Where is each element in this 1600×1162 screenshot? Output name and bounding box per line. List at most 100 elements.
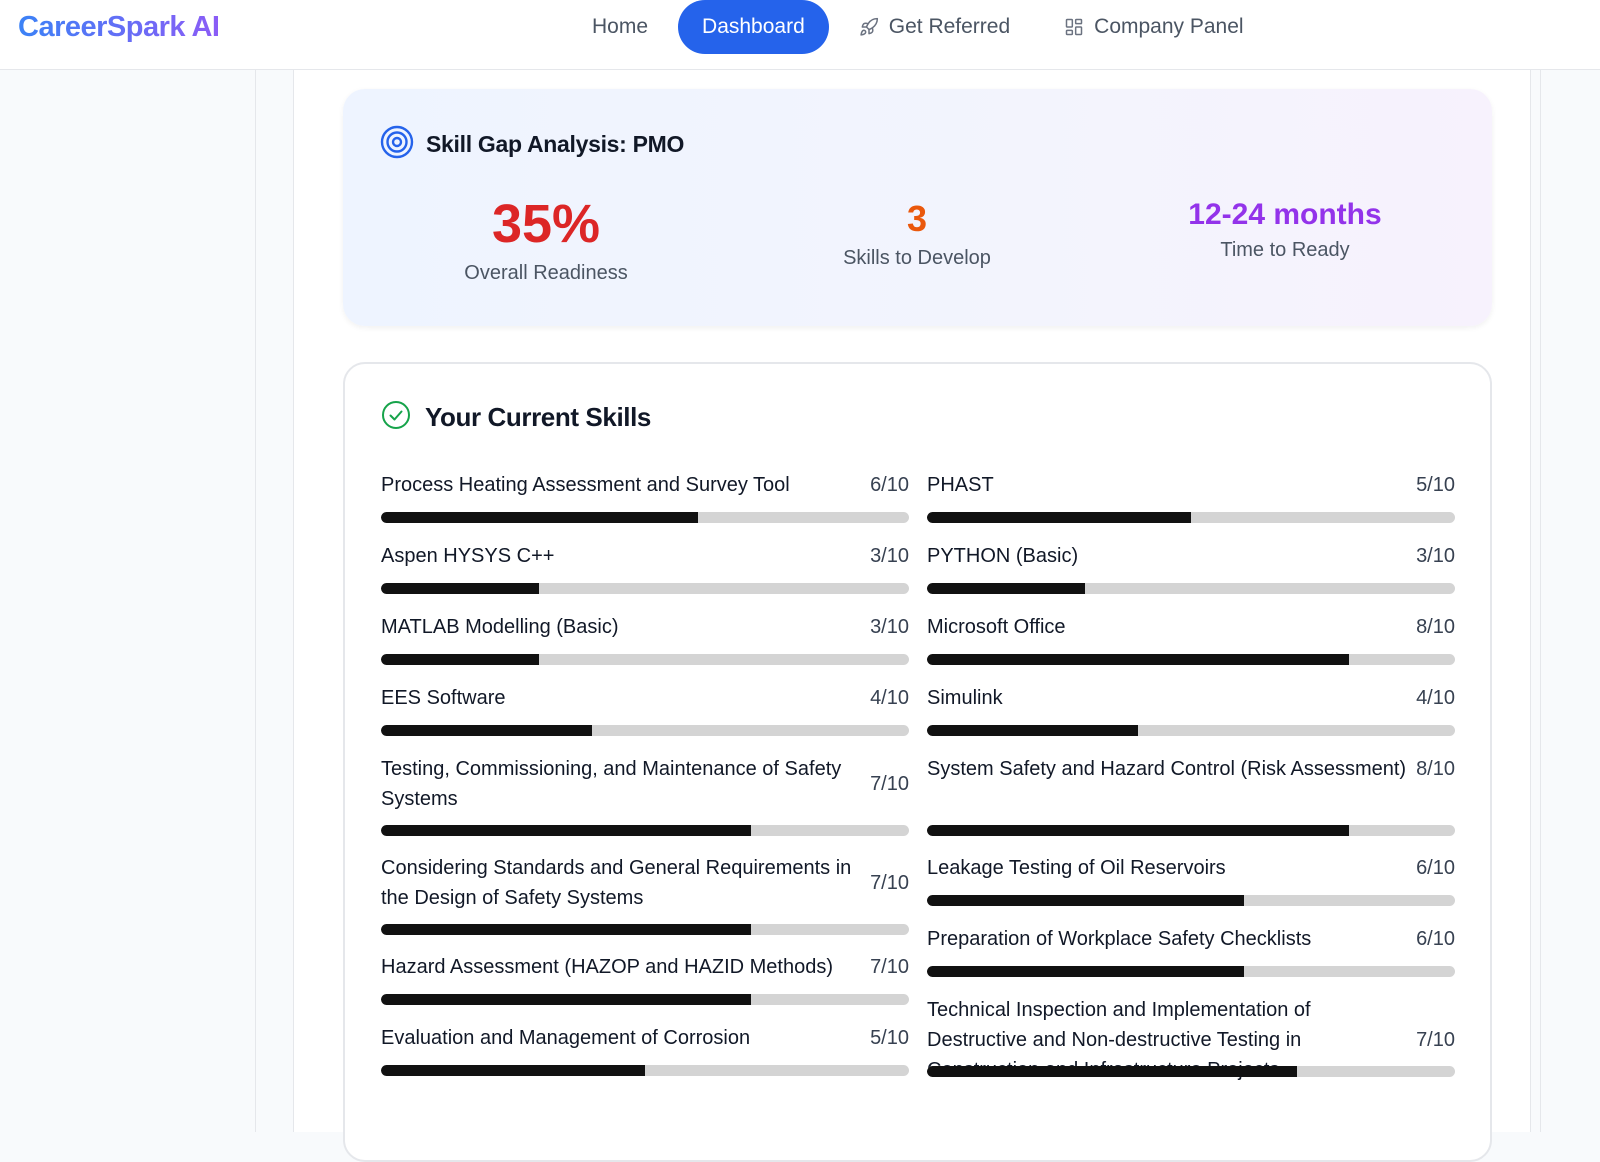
- nav-get-referred-label: Get Referred: [888, 15, 1011, 38]
- time-to-ready-stat: 12-24 months Time to Ready: [1135, 198, 1435, 262]
- skill-progress-fill: [381, 583, 540, 594]
- skills-to-develop-stat: 3 Skills to Develop: [767, 199, 1067, 270]
- skill-progress-fill: [381, 924, 751, 935]
- skill-score: 6/10: [870, 474, 909, 496]
- skill-score: 5/10: [870, 1027, 909, 1049]
- skill-progress-fill: [381, 994, 751, 1005]
- skill-name: Microsoft Office: [927, 616, 1066, 638]
- skill-name: Hazard Assessment (HAZOP and HAZID Metho…: [381, 956, 834, 978]
- time-to-ready-value: 12-24 months: [1188, 198, 1382, 231]
- skill-score: 6/10: [1416, 857, 1455, 879]
- readiness-stat: 35% Overall Readiness: [396, 194, 696, 285]
- skill-progress-fill: [927, 654, 1350, 665]
- current-skills-card: Your Current Skills Process Heating Asse…: [343, 362, 1492, 1162]
- main-nav: Home Dashboard Get Referred: [568, 0, 1274, 54]
- skill-item: MATLAB Modelling (Basic) 3/10: [381, 612, 909, 683]
- skill-progress-fill: [381, 1065, 645, 1076]
- skill-header: MATLAB Modelling (Basic) 3/10: [381, 612, 909, 642]
- skill-item: Testing, Commissioning, and Maintenance …: [381, 754, 909, 853]
- skill-progress-fill: [927, 825, 1350, 836]
- skills-column-right: PHAST 5/10 PYTHON (Basic) 3/10 Microsoft Off…: [927, 470, 1455, 1094]
- skill-name: Process Heating Assessment and Survey To…: [381, 474, 790, 496]
- nav-company-panel-label: Company Panel: [1094, 15, 1244, 38]
- skill-header: PYTHON (Basic) 3/10: [927, 541, 1455, 571]
- skill-name: Leakage Testing of Oil Reservoirs: [927, 857, 1226, 879]
- skill-score: 3/10: [870, 545, 909, 567]
- skill-progress-bar: [381, 994, 909, 1005]
- skill-progress-fill: [381, 725, 593, 736]
- skill-score: 7/10: [870, 872, 909, 894]
- nav-company-panel[interactable]: Company Panel: [1040, 0, 1267, 54]
- skills-title-row: Your Current Skills: [381, 400, 651, 435]
- skill-progress-bar: [927, 654, 1455, 665]
- skill-score: 3/10: [870, 616, 909, 638]
- skill-header: Evaluation and Management of Corrosion 5/…: [381, 1023, 909, 1053]
- nav-dashboard[interactable]: Dashboard: [678, 0, 829, 54]
- skill-name: PHAST: [927, 474, 994, 496]
- nav-dashboard-label: Dashboard: [702, 15, 805, 38]
- skill-item: Considering Standards and General Requir…: [381, 853, 909, 952]
- skill-progress-bar: [381, 825, 909, 836]
- skill-score: 3/10: [1416, 545, 1455, 567]
- skill-progress-bar: [381, 725, 909, 736]
- skill-item: Technical Inspection and Implementation …: [927, 995, 1455, 1094]
- skill-item: Hazard Assessment (HAZOP and HAZID Metho…: [381, 952, 909, 1023]
- skill-progress-fill: [381, 654, 540, 665]
- readiness-label: Overall Readiness: [464, 262, 628, 285]
- skill-header: Aspen HYSYS C++ 3/10: [381, 541, 909, 571]
- skill-progress-bar: [927, 1066, 1455, 1077]
- skill-progress-bar: [927, 583, 1455, 594]
- skill-header: Simulink 4/10: [927, 683, 1455, 713]
- skill-progress-bar: [927, 825, 1455, 836]
- skill-progress-bar: [927, 895, 1455, 906]
- nav-home[interactable]: Home: [568, 0, 672, 54]
- skill-item: Evaluation and Management of Corrosion 5/…: [381, 1023, 909, 1094]
- gap-analysis-title: Skill Gap Analysis: PMO: [426, 131, 685, 157]
- skill-item: Aspen HYSYS C++ 3/10: [381, 541, 909, 612]
- skill-name: System Safety and Hazard Control (Risk A…: [927, 758, 1407, 780]
- nav-home-label: Home: [592, 15, 649, 38]
- skill-score: 4/10: [1416, 687, 1455, 709]
- skill-score: 8/10: [1416, 758, 1455, 780]
- skill-name: Testing, Commissioning, and Maintenance …: [381, 758, 842, 810]
- skill-progress-fill: [927, 512, 1191, 523]
- skill-header: Testing, Commissioning, and Maintenance …: [381, 754, 909, 814]
- skill-item: PHAST 5/10: [927, 470, 1455, 541]
- skill-name: Aspen HYSYS C++: [381, 545, 555, 567]
- gap-title-row: Skill Gap Analysis: PMO: [380, 125, 684, 164]
- skill-item: Microsoft Office 8/10: [927, 612, 1455, 683]
- nav-get-referred[interactable]: Get Referred: [835, 0, 1034, 54]
- skill-progress-bar: [381, 1065, 909, 1076]
- skill-score: 4/10: [870, 687, 909, 709]
- skill-item: EES Software 4/10: [381, 683, 909, 754]
- skill-progress-fill: [381, 512, 698, 523]
- skill-progress-bar: [381, 654, 909, 665]
- skill-score: 5/10: [1416, 474, 1455, 496]
- skills-to-develop-value: 3: [906, 198, 928, 239]
- skill-progress-fill: [927, 895, 1244, 906]
- skill-progress-bar: [927, 512, 1455, 523]
- skill-header: Preparation of Workplace Safety Checklis…: [927, 924, 1455, 954]
- brand-logo[interactable]: CareerSpark AI: [18, 11, 220, 43]
- skill-name: EES Software: [381, 687, 506, 709]
- skill-progress-bar: [381, 924, 909, 935]
- skill-header: Considering Standards and General Requir…: [381, 853, 909, 913]
- skill-header: Microsoft Office 8/10: [927, 612, 1455, 642]
- skill-item: Leakage Testing of Oil Reservoirs 6/10: [927, 853, 1455, 924]
- skill-progress-fill: [927, 1066, 1297, 1077]
- current-skills-title: Your Current Skills: [425, 402, 651, 432]
- skill-header: System Safety and Hazard Control (Risk A…: [927, 754, 1455, 784]
- skill-name: MATLAB Modelling (Basic): [381, 616, 619, 638]
- check-circle-icon: [381, 400, 411, 435]
- skill-name: Simulink: [927, 687, 1003, 709]
- readiness-value: 35%: [491, 194, 601, 254]
- skill-name: Considering Standards and General Requir…: [381, 857, 852, 909]
- skill-score: 8/10: [1416, 616, 1455, 638]
- time-to-ready-label: Time to Ready: [1220, 239, 1350, 261]
- skill-item: Process Heating Assessment and Survey To…: [381, 470, 909, 541]
- top-navigation: CareerSpark AI Home Dashboard Get Referr…: [0, 0, 1600, 70]
- skill-progress-fill: [381, 825, 751, 836]
- skills-column-left: Process Heating Assessment and Survey To…: [381, 470, 909, 1094]
- skill-score: 6/10: [1416, 928, 1455, 950]
- skill-header: Process Heating Assessment and Survey To…: [381, 470, 909, 500]
